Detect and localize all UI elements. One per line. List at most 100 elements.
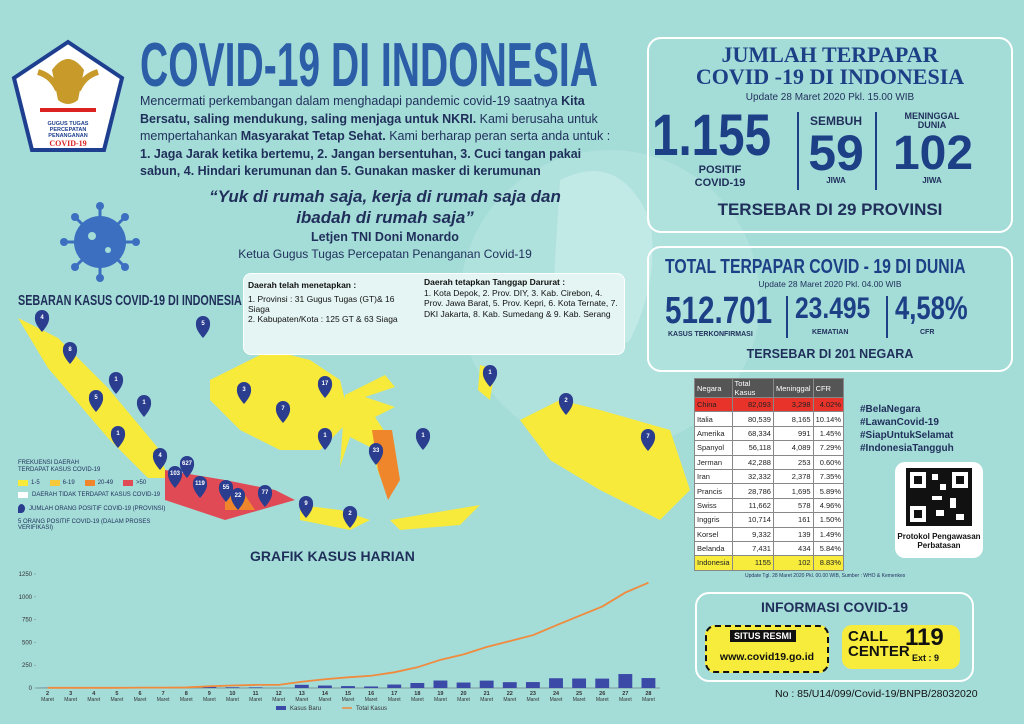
- legend-swatch: [49, 480, 60, 486]
- world-title: TOTAL TERPAPAR COVID - 19 DI DUNIA: [665, 256, 966, 278]
- pin-label: 77: [262, 490, 269, 496]
- pin-label: 1: [114, 377, 118, 383]
- bar: [456, 682, 471, 688]
- pin-shape: [230, 488, 246, 510]
- quote: “Yuk di rumah saja, kerja di rumah saja …: [209, 187, 561, 227]
- x-tick-sublabel: Maret: [64, 697, 77, 703]
- table-row: Italia 80,539 8,165 10.14%: [694, 411, 845, 427]
- hashtag: #SiapUntukSelamat: [860, 430, 954, 441]
- x-tick-sublabel: Maret: [203, 697, 216, 703]
- map-pin: 7: [275, 401, 291, 423]
- indonesia-box: [647, 37, 1013, 233]
- legend-label: Kasus Baru: [290, 706, 321, 712]
- map-pin: 17: [317, 376, 333, 398]
- table-cell: 7.29%: [812, 440, 845, 456]
- x-tick-label: 13: [299, 691, 305, 697]
- site-url: www.covid19.go.id: [719, 651, 815, 663]
- map-pin: 1: [415, 428, 431, 450]
- pin-label: 1: [142, 400, 146, 406]
- table-cell: Swiss: [694, 497, 733, 514]
- table-cell: China: [694, 396, 733, 413]
- table-cell: 8,165: [772, 411, 814, 427]
- header-cell: Total Kasus: [731, 378, 774, 398]
- table-cell: 80,539: [731, 411, 774, 427]
- pin-label: 55: [223, 485, 230, 491]
- pin-shape: [136, 395, 152, 417]
- x-tick-sublabel: Maret: [642, 697, 655, 703]
- table-cell: 0.60%: [812, 454, 845, 470]
- site-label: SITUS RESMI: [730, 630, 796, 642]
- table-cell: Prancis: [694, 483, 733, 499]
- table-cell: 2,378: [772, 468, 814, 485]
- table-cell: 4,089: [772, 440, 814, 456]
- x-tick-sublabel: Maret: [157, 697, 170, 703]
- table-row: China 82,093 3,298 4.02%: [694, 396, 845, 413]
- world-update: Update 28 Maret 2020 Pkl. 04.00 WIB: [758, 279, 902, 289]
- bar: [595, 678, 610, 688]
- quote-role: Ketua Gugus Tugas Percepatan Penanganan …: [238, 247, 532, 261]
- table-cell: 1,695: [772, 483, 814, 499]
- qr-code: [906, 468, 972, 526]
- bar: [387, 684, 402, 688]
- x-tick-label: 24: [553, 691, 560, 697]
- pin-shape: [152, 448, 168, 470]
- bar: [225, 687, 240, 688]
- pin-label: 5: [201, 321, 205, 327]
- pin-label: 4: [40, 315, 44, 321]
- x-tick-sublabel: Maret: [272, 697, 285, 703]
- deaths-label: MENINGGAL DUNIA: [904, 111, 960, 130]
- map-pin: 627: [179, 456, 195, 478]
- pin-label: 5: [94, 395, 98, 401]
- bar: [433, 680, 448, 688]
- footer: No : 85/U14/099/Covid-19/BNPB/28032020: [775, 688, 978, 700]
- pin-label: 1: [421, 433, 425, 439]
- title-line: JUMLAH TERPAPAR: [721, 42, 939, 67]
- deaths-unit: JIWA: [922, 176, 942, 185]
- y-tick-label: 250: [22, 663, 33, 669]
- x-tick-sublabel: Maret: [480, 697, 493, 703]
- regions-emergency: Daerah tetapkan Tanggap Darurat : 1. Kot…: [424, 277, 619, 319]
- x-tick-sublabel: Maret: [365, 697, 378, 703]
- map-pin: 4: [152, 448, 168, 470]
- quote-author: Letjen TNI Doni Monardo: [311, 230, 459, 244]
- x-tick-sublabel: Maret: [619, 697, 632, 703]
- x-tick-label: 7: [162, 691, 165, 697]
- world-cfr: 4,58%: [895, 290, 968, 326]
- table-cell: 1.45%: [812, 425, 845, 442]
- x-tick-label: 25: [576, 691, 582, 697]
- pin-label: 17: [322, 381, 329, 387]
- x-tick-sublabel: Maret: [342, 697, 355, 703]
- table-cell: 578: [772, 497, 814, 514]
- pin-label: 2: [348, 511, 352, 517]
- legend-label: 20-49: [97, 480, 114, 486]
- main-title: COVID-19 DI INDONESIA: [140, 31, 598, 100]
- line: [47, 581, 649, 689]
- y-tick-label: 750: [22, 618, 33, 624]
- pin-shape: [257, 485, 273, 507]
- pin-label: 1: [116, 431, 120, 437]
- pin-label: 1: [488, 370, 492, 376]
- x-tick-sublabel: Maret: [134, 697, 147, 703]
- pin-shape: [192, 476, 208, 498]
- header-cell: Negara: [694, 378, 733, 398]
- call-ext: Ext : 9: [912, 653, 940, 663]
- x-tick-label: 19: [437, 691, 443, 697]
- pin-shape: [317, 376, 333, 398]
- pin-shape: [167, 466, 183, 488]
- bar: [549, 678, 563, 688]
- legend-swatch: [18, 480, 28, 486]
- regions-established: Daerah telah menetapkan : 1. Provinsi : …: [248, 280, 418, 324]
- bar: [479, 680, 494, 688]
- bar: [294, 684, 309, 688]
- pin-label: 2: [564, 398, 568, 404]
- legend-title: FREKUENSI DAERAH TERDAPAT KASUS COVID-19: [18, 460, 101, 473]
- x-tick-label: 22: [507, 691, 513, 697]
- recovered-value: 59: [808, 125, 864, 181]
- x-tick-label: 17: [391, 691, 397, 697]
- world-box: [647, 246, 1013, 372]
- table-cell: Jerman: [694, 454, 733, 470]
- map-pin: 1: [136, 395, 152, 417]
- table-cell: 68,334: [731, 425, 774, 442]
- map-pin: 3: [236, 382, 252, 404]
- legend-item: DAERAH TIDAK TERDAPAT KASUS COVID-19: [18, 492, 178, 498]
